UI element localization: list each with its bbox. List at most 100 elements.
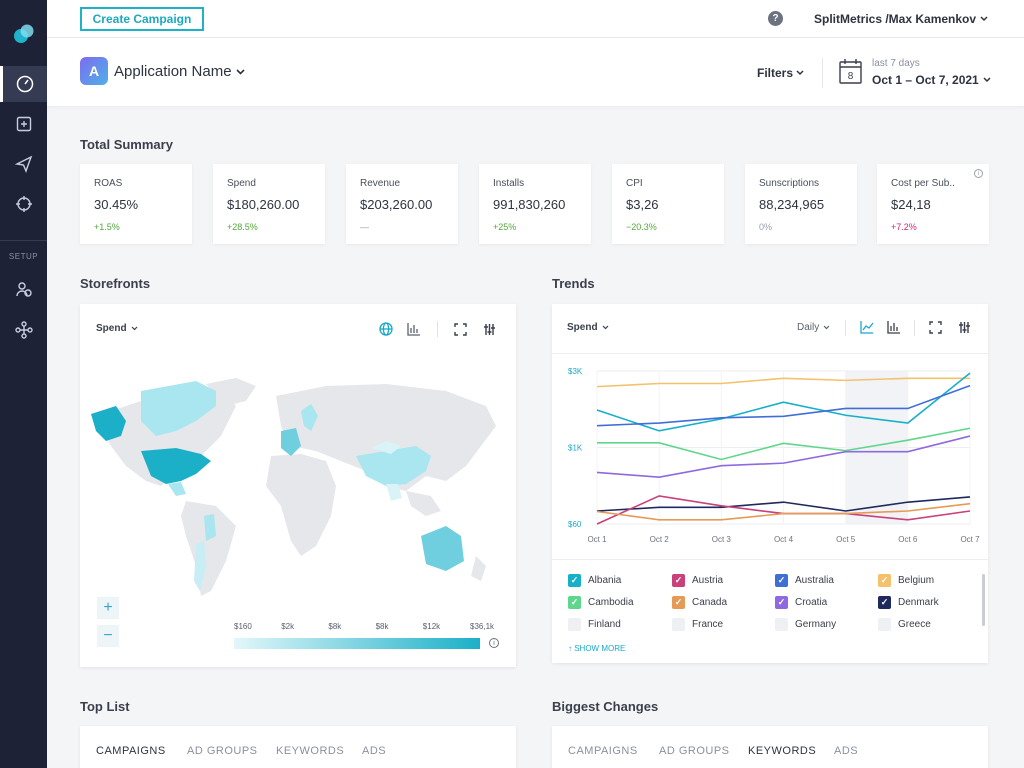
legend-item[interactable]: ✓ Croatia: [775, 596, 827, 609]
date-range-selector[interactable]: Oct 1 – Oct 7, 2021: [872, 73, 991, 87]
storefronts-title: Storefronts: [80, 276, 151, 291]
tab-campaigns[interactable]: CAMPAIGNS: [96, 745, 166, 757]
trends-title: Trends: [552, 276, 595, 291]
checkbox[interactable]: ✓: [775, 574, 788, 587]
zoom-in-button[interactable]: +: [97, 597, 119, 619]
sidebar-item-targeting[interactable]: [0, 186, 47, 222]
sidebar-item-integrations[interactable]: [0, 312, 47, 348]
checkbox[interactable]: [568, 618, 581, 631]
legend-item[interactable]: ✓ Canada: [672, 596, 727, 609]
map-land-base: [96, 378, 496, 596]
tab-ads[interactable]: ADS: [834, 745, 859, 757]
checkbox[interactable]: ✓: [568, 596, 581, 609]
checkbox[interactable]: ✓: [878, 574, 891, 587]
tab-ads[interactable]: ADS: [362, 745, 387, 757]
bar-view-button[interactable]: [406, 321, 422, 337]
trends-metric-dropdown[interactable]: Spend: [567, 322, 609, 333]
settings-button[interactable]: [481, 321, 497, 337]
legend-item[interactable]: France: [672, 618, 723, 631]
info-icon[interactable]: i: [974, 169, 983, 178]
legend-label: France: [692, 619, 724, 630]
kpi-card[interactable]: CPI $3,26 −20.3%: [612, 164, 724, 244]
legend-label: Belgium: [898, 575, 935, 586]
sidebar-item-dashboard[interactable]: [0, 66, 47, 102]
fullscreen-button[interactable]: [452, 321, 468, 337]
trends-period-dropdown[interactable]: Daily: [797, 322, 830, 333]
checkbox[interactable]: ✓: [878, 596, 891, 609]
zoom-out-button[interactable]: −: [97, 625, 119, 647]
kpi-card[interactable]: Spend $180,260.00 +28.5%: [213, 164, 325, 244]
kpi-label: Spend: [227, 178, 256, 189]
kpi-card[interactable]: Sunscriptions 88,234,965 0%: [745, 164, 857, 244]
legend-item[interactable]: ✓ Denmark: [878, 596, 939, 609]
chevron-down-icon: [983, 77, 991, 83]
checkbox[interactable]: [878, 618, 891, 631]
info-icon[interactable]: i: [489, 638, 499, 648]
legend-item[interactable]: Germany: [775, 618, 836, 631]
legend-item[interactable]: ✓ Australia: [775, 574, 834, 587]
tab-keywords[interactable]: KEYWORDS: [748, 745, 817, 757]
show-more-link[interactable]: ↑ SHOW MORE: [568, 644, 626, 653]
kpi-card[interactable]: ROAS 30.45% +1.5%: [80, 164, 192, 244]
kpi-label: ROAS: [94, 178, 123, 189]
app-selector[interactable]: Application Name: [114, 63, 245, 80]
chevron-down-icon: [131, 326, 137, 331]
tab-ad-groups[interactable]: AD GROUPS: [659, 745, 730, 757]
checkbox[interactable]: ✓: [568, 574, 581, 587]
create-campaign-button[interactable]: Create Campaign: [80, 7, 204, 31]
legend-item[interactable]: ✓ Cambodia: [568, 596, 634, 609]
tab-campaigns[interactable]: CAMPAIGNS: [568, 745, 638, 757]
legend-item[interactable]: Finland: [568, 618, 621, 631]
kpi-card[interactable]: Revenue $203,260.00 —: [346, 164, 458, 244]
series-line-cambodia[interactable]: [597, 427, 971, 461]
trends-panel: Spend Daily $3K $1K $60 Oct 1 Oct 2 Oct 3 Oct …: [552, 304, 988, 663]
calendar-day: 8: [848, 71, 854, 82]
series-line-australia[interactable]: [596, 384, 971, 427]
checkbox[interactable]: ✓: [672, 596, 685, 609]
user-menu[interactable]: SplitMetrics /Max Kamenkov: [814, 12, 988, 26]
sidebar-item-campaigns[interactable]: [0, 146, 47, 182]
bar-view-button[interactable]: [886, 319, 902, 335]
legend-label: Croatia: [795, 597, 828, 608]
sidebar-item-apps[interactable]: [0, 106, 47, 142]
legend-item[interactable]: ✓ Albania: [568, 574, 621, 587]
help-icon[interactable]: ?: [768, 11, 783, 26]
settings-button[interactable]: [956, 319, 972, 335]
checkbox[interactable]: ✓: [775, 596, 788, 609]
map-view-button[interactable]: [378, 321, 394, 337]
date-preset-label: last 7 days: [872, 58, 920, 69]
filters-dropdown[interactable]: Filters: [757, 66, 804, 80]
legend-item[interactable]: Greece: [878, 618, 931, 631]
legend-scrollbar[interactable]: [982, 574, 985, 626]
expand-icon: [453, 322, 467, 336]
sidebar-item-users[interactable]: [0, 272, 47, 308]
series-line-canada[interactable]: [596, 502, 971, 521]
checkbox[interactable]: [775, 618, 788, 631]
tab-ad-groups[interactable]: AD GROUPS: [187, 745, 258, 757]
trends-chart[interactable]: $3K $1K $60 Oct 1 Oct 2 Oct 3 Oct 4 Oct 5 Oct 6 O…: [552, 359, 988, 549]
series-line-denmark[interactable]: [596, 496, 971, 512]
line-view-button[interactable]: [859, 319, 875, 335]
globe-icon: [379, 322, 393, 336]
kpi-card[interactable]: Installs 991,830,260 +25%: [479, 164, 591, 244]
divider: [437, 321, 438, 337]
calendar-icon[interactable]: 8: [839, 58, 862, 84]
fullscreen-button[interactable]: [927, 319, 943, 335]
tab-keywords[interactable]: KEYWORDS: [276, 745, 345, 757]
series-line-croatia[interactable]: [596, 435, 971, 478]
splitmetrics-logo-icon[interactable]: [12, 22, 36, 46]
chevron-down-icon: [602, 325, 608, 330]
world-map[interactable]: [86, 376, 510, 606]
legend-item[interactable]: ✓ Austria: [672, 574, 723, 587]
y-tick-label: $60: [568, 520, 582, 529]
series-line-albania[interactable]: [596, 372, 971, 432]
checkbox[interactable]: [672, 618, 685, 631]
storefronts-metric-dropdown[interactable]: Spend: [96, 323, 138, 334]
kpi-card[interactable]: Cost per Sub.. $24,18 +7.2% i: [877, 164, 989, 244]
series-line-belgium[interactable]: [596, 377, 970, 388]
checkbox[interactable]: ✓: [672, 574, 685, 587]
sidebar-divider: [0, 240, 47, 241]
divider: [914, 320, 915, 336]
kpi-change: −20.3%: [626, 222, 657, 232]
legend-item[interactable]: ✓ Belgium: [878, 574, 934, 587]
